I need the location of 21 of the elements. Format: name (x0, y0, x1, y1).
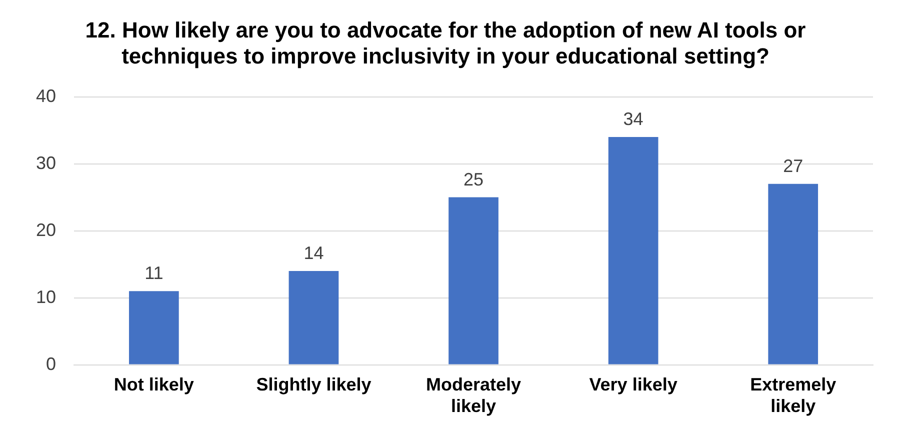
x-tick-label: Extremely likely (750, 374, 836, 416)
data-label: 27 (783, 156, 804, 176)
y-tick-label: 40 (36, 86, 56, 106)
y-tick-label: 10 (36, 286, 56, 307)
x-tick-label: Slightly likely (256, 374, 372, 395)
bar (608, 137, 658, 364)
y-tick-label: 30 (36, 152, 56, 173)
y-tick-label: 0 (46, 354, 56, 374)
x-tick-label: Not likely (114, 374, 194, 395)
bar (768, 184, 818, 364)
bar (448, 197, 498, 364)
y-tick-label: 20 (36, 220, 56, 240)
data-label: 25 (463, 169, 484, 190)
data-label: 34 (623, 108, 644, 129)
x-tick-label: Very likely (589, 374, 678, 395)
x-tick-label: Moderately likely (426, 374, 522, 416)
bar (128, 291, 179, 364)
chart-title: 12. How likely are you to advocate for the adoption of new AI tools or techniques to improve inclusivity in your educational setting? (85, 17, 806, 69)
bar (288, 271, 339, 364)
data-label: 14 (304, 242, 324, 263)
data-label: 11 (144, 263, 164, 284)
